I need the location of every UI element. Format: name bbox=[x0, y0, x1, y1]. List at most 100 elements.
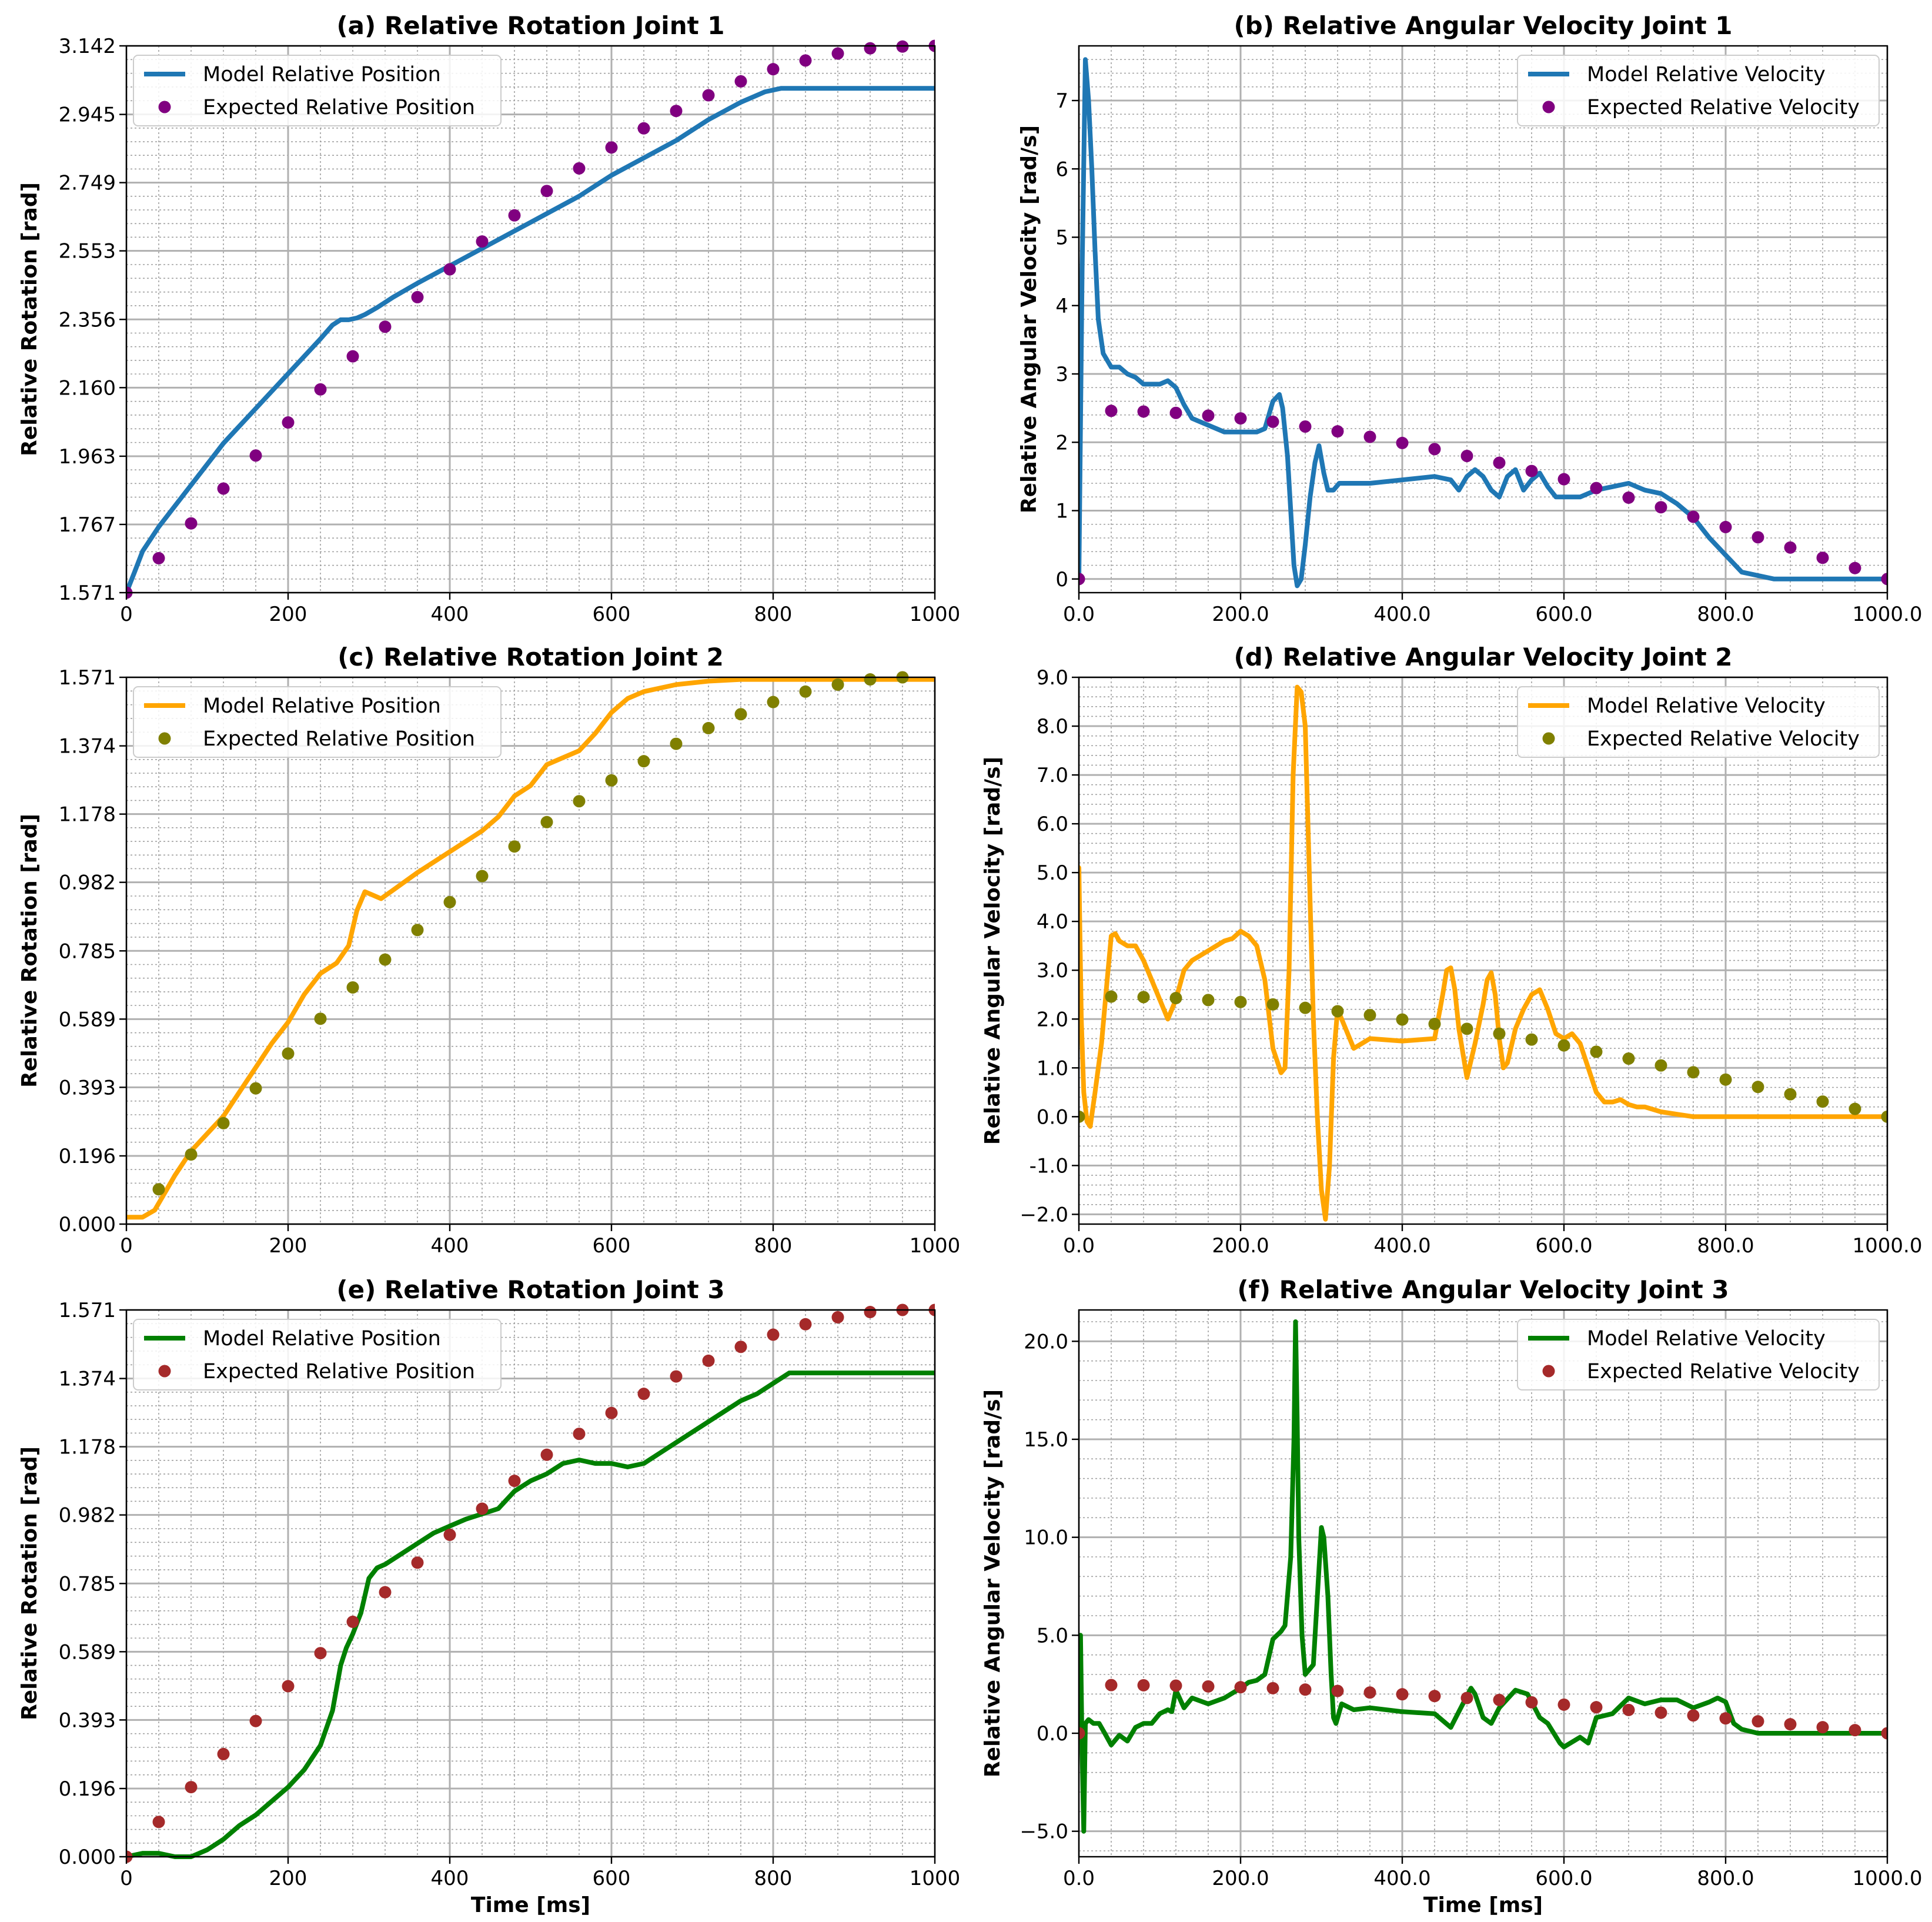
x-tick-label: 400.0 bbox=[1373, 1234, 1430, 1258]
x-tick-label: 800 bbox=[754, 1234, 793, 1258]
data-point bbox=[1525, 1033, 1538, 1046]
series-model bbox=[126, 677, 935, 1220]
legend-label: Model Relative Velocity bbox=[1587, 694, 1826, 718]
data-point bbox=[282, 1047, 295, 1060]
legend-label: Expected Relative Position bbox=[203, 727, 475, 751]
data-point bbox=[1719, 520, 1732, 533]
chart-d: 0.0 200.0 400.0 600.0 800.0 1000.0 −2.0 -1.0 0.0… bbox=[981, 643, 1922, 1258]
data-point bbox=[249, 1714, 262, 1727]
x-tick-label: 800 bbox=[754, 1867, 793, 1890]
x-tick-label: 600 bbox=[593, 603, 631, 626]
legend-box bbox=[133, 55, 502, 126]
series-expected bbox=[1079, 990, 1887, 1123]
x-tick-label: 400 bbox=[431, 603, 469, 626]
data-point bbox=[1234, 412, 1247, 425]
y-tick-label: 5.0 bbox=[1037, 1624, 1068, 1647]
data-point bbox=[767, 63, 780, 76]
data-point bbox=[152, 1816, 165, 1829]
data-point bbox=[637, 1388, 650, 1400]
legend-marker-swatch bbox=[1542, 732, 1555, 745]
data-point bbox=[670, 1370, 683, 1383]
data-point bbox=[1299, 420, 1312, 433]
data-point bbox=[1816, 551, 1829, 564]
data-point bbox=[1622, 491, 1635, 504]
chart-title: (c) Relative Rotation Joint 2 bbox=[337, 643, 724, 671]
x-tick-label: 600.0 bbox=[1535, 603, 1592, 626]
data-point bbox=[670, 737, 683, 750]
legend-label: Expected Relative Position bbox=[203, 96, 475, 119]
x-tick-label: 0 bbox=[120, 1867, 133, 1890]
data-point bbox=[1849, 561, 1861, 574]
x-tick-label: 600.0 bbox=[1535, 1234, 1592, 1258]
data-point bbox=[1079, 1110, 1085, 1123]
ticks: 0.0 200.0 400.0 600.0 800.0 1000.0 −5.0 0.0 5.0 1… bbox=[1020, 1330, 1922, 1890]
y-tick-label: 15.0 bbox=[1024, 1428, 1068, 1452]
data-point bbox=[411, 1556, 424, 1569]
data-point bbox=[185, 517, 198, 530]
y-tick-label: 9.0 bbox=[1037, 666, 1068, 690]
ticks: 0.0 200.0 400.0 600.0 800.0 1000.0 −2.0 -1.0 0.0… bbox=[1020, 666, 1922, 1258]
legend-label: Model Relative Velocity bbox=[1587, 63, 1826, 86]
data-point bbox=[1079, 1727, 1085, 1740]
data-point bbox=[1331, 425, 1344, 438]
series-expected bbox=[1079, 405, 1887, 586]
data-point bbox=[864, 1306, 877, 1319]
data-point bbox=[1460, 450, 1473, 462]
ticks: 0 200 400 600 800 1000 1.571 1.767 1.963 2.160 2.3… bbox=[59, 35, 961, 626]
legend-label: Expected Relative Velocity bbox=[1587, 96, 1860, 119]
data-point bbox=[1784, 1718, 1797, 1731]
data-point bbox=[476, 870, 489, 883]
legend-label: Expected Relative Velocity bbox=[1587, 727, 1860, 751]
x-tick-label: 0.0 bbox=[1063, 1867, 1095, 1890]
data-point bbox=[1590, 482, 1603, 494]
y-tick-label: 10.0 bbox=[1024, 1526, 1068, 1550]
legend-marker-swatch bbox=[1542, 101, 1555, 113]
data-point bbox=[1363, 1009, 1376, 1022]
data-point bbox=[1654, 1706, 1667, 1719]
data-point bbox=[1202, 409, 1215, 422]
legend-box bbox=[1517, 686, 1880, 758]
y-tick-label: 1.178 bbox=[59, 1436, 116, 1459]
legend-label: Expected Relative Velocity bbox=[1587, 1360, 1860, 1383]
x-tick-label: 0.0 bbox=[1063, 603, 1095, 626]
data-point bbox=[1363, 1686, 1376, 1699]
y-tick-label: 0.982 bbox=[59, 871, 116, 895]
data-point bbox=[702, 89, 715, 102]
data-point bbox=[540, 1448, 553, 1461]
legend-marker-swatch bbox=[1542, 1365, 1555, 1378]
y-tick-label: 3 bbox=[1055, 363, 1068, 386]
series-expected bbox=[1079, 1679, 1887, 1740]
data-point bbox=[702, 721, 715, 734]
y-tick-label: 1.374 bbox=[59, 1368, 116, 1391]
data-point bbox=[314, 1012, 327, 1025]
data-point bbox=[314, 383, 327, 396]
x-tick-label: 600 bbox=[593, 1234, 631, 1258]
minor-grid bbox=[1079, 677, 1887, 1224]
data-point bbox=[734, 75, 747, 88]
data-point bbox=[1493, 1027, 1506, 1040]
chart-title: (d) Relative Angular Velocity Joint 2 bbox=[1234, 643, 1732, 671]
data-point bbox=[767, 1328, 780, 1341]
data-point bbox=[540, 185, 553, 198]
chart-title: (a) Relative Rotation Joint 1 bbox=[336, 11, 724, 40]
y-tick-label: 1.178 bbox=[59, 803, 116, 827]
data-point bbox=[217, 1117, 230, 1129]
y-tick-label: 20.0 bbox=[1024, 1330, 1068, 1353]
series-expected bbox=[152, 671, 909, 1196]
data-point bbox=[152, 1183, 165, 1196]
data-point bbox=[831, 47, 844, 60]
data-point bbox=[508, 840, 521, 853]
x-tick-label: 400 bbox=[431, 1234, 469, 1258]
y-tick-label: 2.160 bbox=[59, 376, 116, 400]
data-point bbox=[476, 1502, 489, 1515]
data-point bbox=[443, 895, 456, 908]
y-tick-label: 3.0 bbox=[1037, 959, 1068, 982]
data-point bbox=[443, 263, 456, 276]
x-tick-label: 1000.0 bbox=[1853, 603, 1923, 626]
data-point bbox=[1590, 1045, 1603, 1058]
series-line bbox=[1079, 1319, 1887, 1834]
y-axis-label: Relative Rotation [rad] bbox=[18, 182, 42, 456]
data-point bbox=[282, 1680, 295, 1693]
data-point bbox=[670, 105, 683, 118]
data-point bbox=[1557, 473, 1570, 486]
